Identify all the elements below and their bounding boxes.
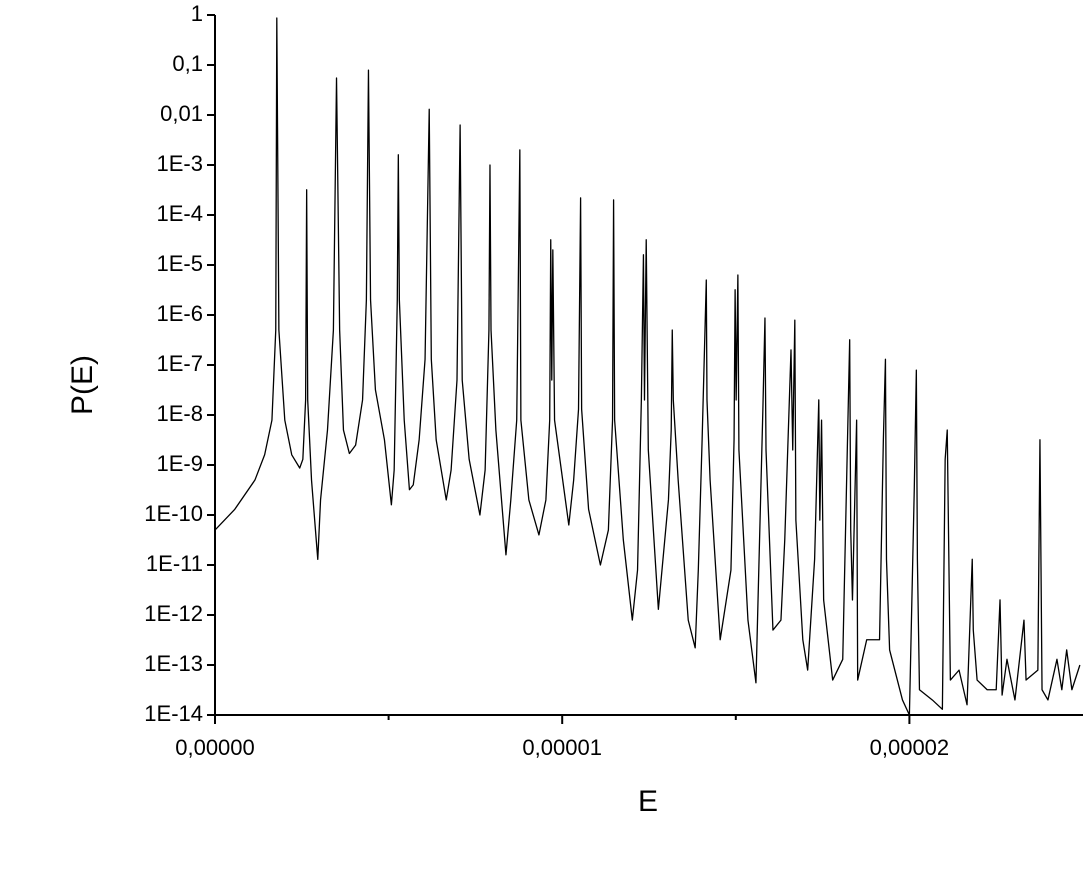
data-line (214, 17, 1081, 716)
y-tick-label: 1E-5 (157, 251, 203, 276)
y-tick-label: 1E-9 (157, 451, 203, 476)
x-tick-label: 0,00002 (870, 735, 950, 760)
x-axis-label: E (638, 785, 658, 818)
x-tick-label: 0,00000 (175, 735, 255, 760)
y-tick-label: 1 (191, 1, 203, 26)
y-tick-label: 1E-14 (144, 701, 203, 726)
y-axis-label: P(E) (66, 355, 99, 415)
y-tick-label: 1E-8 (157, 401, 203, 426)
y-tick-label: 1E-3 (157, 151, 203, 176)
y-tick-label: 1E-6 (157, 301, 203, 326)
y-tick-label: 0,01 (160, 101, 203, 126)
y-tick-label: 1E-4 (157, 201, 203, 226)
y-tick-label: 0,1 (172, 51, 203, 76)
y-tick-label: 1E-13 (144, 651, 203, 676)
y-tick-label: 1E-11 (146, 551, 203, 576)
y-tick-label: 1E-7 (157, 351, 203, 376)
y-tick-label: 1E-10 (144, 501, 203, 526)
y-tick-label: 1E-12 (144, 601, 203, 626)
x-tick-label: 0,00001 (522, 735, 602, 760)
